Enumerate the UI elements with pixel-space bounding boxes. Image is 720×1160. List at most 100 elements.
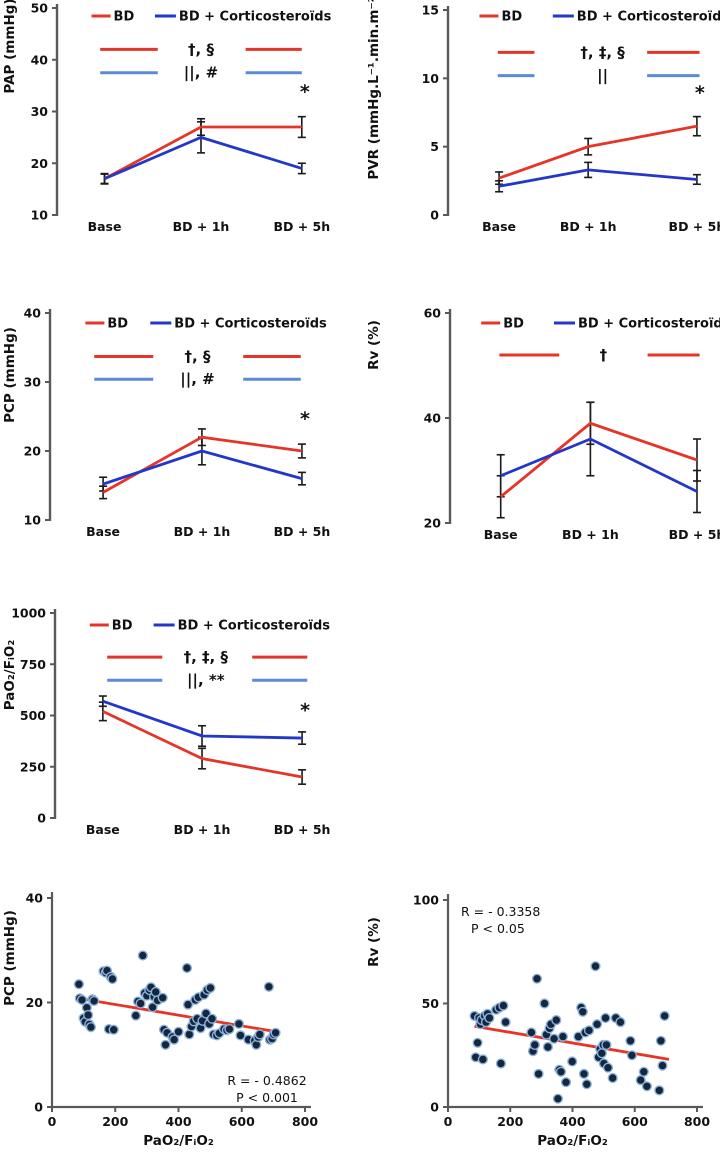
data-point — [263, 981, 275, 992]
pf-svg: BD BD + Corticosteroïds †, ‡, § ||, ** * 0 250… — [2, 606, 330, 838]
legend: BD BD + Corticosteroïds — [479, 10, 720, 25]
data-point — [235, 1030, 246, 1041]
legend-cort-label: BD + Corticosteroïds — [179, 10, 332, 25]
y-axis-title: Rv (%) — [366, 917, 382, 967]
y-tick-label: 10 — [31, 208, 49, 223]
legend-bd-label: BD — [503, 317, 524, 332]
y-axis-title: PAP (mmHg) — [2, 0, 18, 94]
x-category-label: BD + 5h — [669, 527, 720, 542]
series-line-cort — [102, 699, 303, 740]
data-point — [472, 1037, 483, 1048]
x-tick-label: 0 — [48, 1114, 57, 1129]
y-tick-label: 15 — [422, 3, 439, 18]
r-value-label: R = - 0.3358 — [461, 904, 540, 919]
scatter-points — [469, 961, 670, 1104]
y-tick-label: 0 — [34, 1100, 43, 1115]
x-tick-label: 0 — [444, 1114, 453, 1129]
data-point — [602, 1062, 614, 1073]
y-tick-label: 500 — [20, 708, 46, 723]
data-point — [625, 1035, 636, 1046]
data-point — [137, 950, 148, 961]
x-category-label: BD + 1h — [562, 527, 619, 542]
y-axis-title: Rv (%) — [366, 320, 382, 370]
y-axis-title: PaO₂/FᵢO₂ — [2, 640, 18, 711]
data-point — [181, 962, 193, 974]
star-annotation: * — [300, 408, 310, 430]
data-point — [560, 1077, 572, 1088]
star-annotation: * — [695, 82, 705, 104]
r-value-label: R = - 0.4862 — [227, 1073, 306, 1088]
regression-line — [474, 1024, 670, 1061]
pap-line-chart: BD BD + Corticosteroïds †, § ||, # * 10 20 30 40… — [0, 0, 360, 250]
x-category-label: Base — [86, 524, 120, 539]
rv-svg: BD BD + Corticosteroïds † 20 40 60 Base BD + 1h… — [366, 306, 720, 543]
data-point — [135, 998, 146, 1009]
data-point — [607, 1072, 618, 1084]
series-line-cort — [500, 437, 698, 493]
y-tick-label: 20 — [24, 444, 42, 459]
y-tick-label: 20 — [31, 156, 49, 171]
series-line-cort — [103, 135, 303, 181]
significance-annotations: † — [499, 346, 700, 364]
series-line-bd — [498, 124, 698, 180]
y-tick-label: 10 — [422, 71, 440, 86]
data-point — [182, 999, 194, 1010]
y-tick-label: 50 — [31, 1, 49, 16]
y-axis-title: PCP (mmHg) — [2, 910, 18, 1006]
series-line-cort — [102, 449, 303, 486]
red-significance-symbols: †, ‡, § — [580, 43, 625, 61]
data-point — [73, 979, 85, 990]
series-line-bd — [103, 125, 302, 181]
y-tick-label: 40 — [424, 411, 442, 426]
data-point — [484, 1012, 495, 1024]
legend-cort-label: BD + Corticosteroïds — [578, 317, 720, 332]
blue-significance-symbols: ||, ** — [187, 671, 225, 690]
pao2-fio2-line-chart: BD BD + Corticosteroïds †, ‡, § ||, ** * 0 250… — [0, 580, 360, 865]
pcp-scatter-chart: 0 20 40 0 200 400 600 800 R = - 0.4862 P < 0.001 P… — [0, 880, 360, 1160]
y-tick-label: 0 — [37, 811, 46, 826]
y-tick-label: 250 — [20, 759, 46, 774]
y-tick-label: 50 — [422, 996, 440, 1011]
y-tick-label: 30 — [24, 375, 42, 390]
y-tick-label: 40 — [31, 52, 49, 67]
x-tick-label: 400 — [559, 1114, 585, 1129]
star-annotation: * — [300, 700, 310, 722]
data-point — [169, 1034, 180, 1045]
x-category-label: BD + 5h — [273, 219, 330, 234]
rv_scatter-svg: 0 50 100 0 200 400 600 800 R = - 0.3358 P < 0.05 R… — [366, 893, 710, 1150]
x-category-label: BD + 1h — [560, 219, 617, 234]
data-point — [549, 1033, 560, 1044]
legend-cort-label: BD + Corticosteroïds — [577, 10, 720, 25]
data-point — [542, 1041, 554, 1053]
red-significance-symbols: †, ‡, § — [184, 648, 229, 666]
data-point — [626, 1050, 638, 1061]
data-point — [657, 1060, 668, 1071]
legend-bd-label: BD — [114, 10, 135, 25]
x-tick-label: 200 — [497, 1114, 523, 1129]
y-tick-label: 5 — [430, 139, 439, 154]
series-line-bd — [499, 421, 698, 498]
blue-significance-symbols: ||, # — [180, 370, 214, 389]
legend-bd-label: BD — [107, 317, 128, 332]
pap-svg: BD BD + Corticosteroïds †, § ||, # * 10 20 30 40… — [2, 0, 332, 234]
legend-cort-label: BD + Corticosteroïds — [174, 317, 327, 332]
x-tick-label: 200 — [102, 1114, 128, 1129]
error-bars — [496, 401, 701, 519]
data-point — [88, 995, 100, 1007]
data-point — [82, 1009, 94, 1021]
x-category-label: Base — [484, 527, 518, 542]
data-point — [531, 973, 543, 984]
p-value-label: P < 0.001 — [236, 1090, 298, 1105]
pcp-svg: BD BD + Corticosteroïds †, § ||, # * 10 20 30 40… — [2, 306, 331, 540]
x-category-label: BD + 5h — [274, 524, 331, 539]
data-point — [533, 1068, 544, 1080]
data-point — [590, 961, 601, 972]
x-tick-label: 800 — [292, 1114, 318, 1129]
error-bars — [99, 428, 306, 500]
x-category-label: BD + 1h — [173, 219, 230, 234]
x-tick-label: 600 — [229, 1114, 255, 1129]
data-point — [233, 1018, 245, 1030]
data-point — [555, 1066, 567, 1077]
